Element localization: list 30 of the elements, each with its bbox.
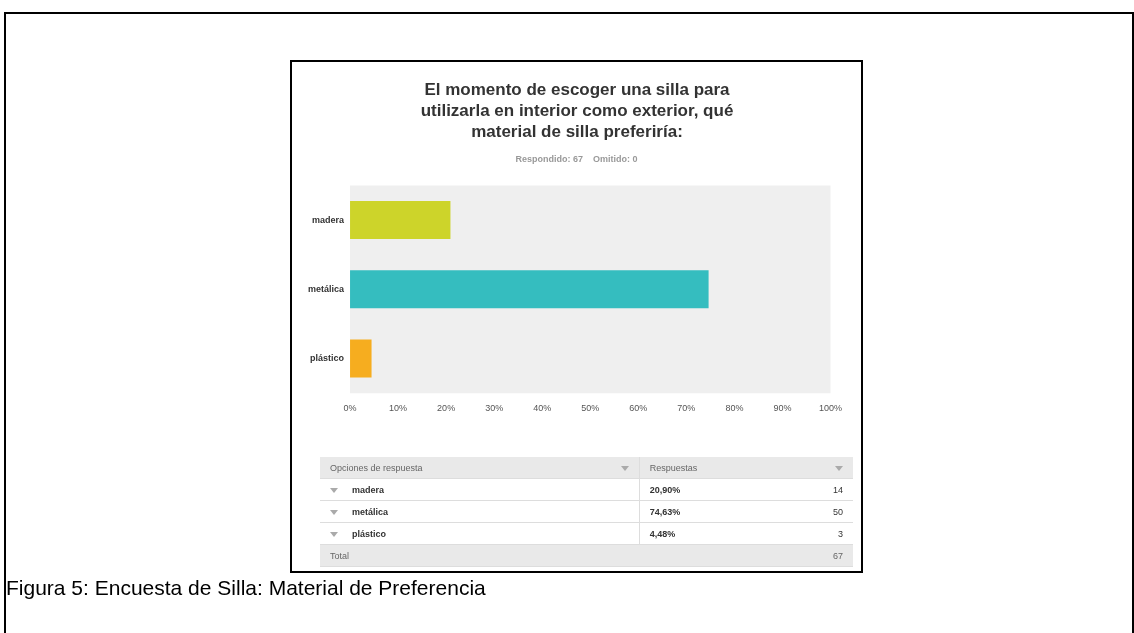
chart-subtitle: Respondido: 67 Omitido: 0 xyxy=(514,154,639,164)
text: Opciones de respuesta xyxy=(320,457,640,479)
category-label: madera xyxy=(352,484,385,495)
x-tick-label: 80% xyxy=(725,403,744,414)
category-label: metálica xyxy=(352,506,389,517)
x-tick-label: 90% xyxy=(773,403,792,414)
text: 4,48% xyxy=(639,522,774,545)
x-tick-label: 0% xyxy=(343,403,357,414)
category-label: plástico xyxy=(352,528,387,539)
text: 74,63% xyxy=(639,500,774,523)
text: Respuestas xyxy=(639,457,853,479)
text: 50 xyxy=(773,500,853,523)
y-tick-label: madera xyxy=(311,214,345,225)
text: 14 xyxy=(773,478,853,501)
text: Figura 5: Encuesta de Silla: Material de Preferencia xyxy=(6,576,486,600)
chart-title: El momento de escoger una silla para utilizarla en interior como exterior, qué material de silla preferiría: xyxy=(419,79,735,142)
y-tick-label: metálica xyxy=(307,283,346,294)
text: 67 xyxy=(773,544,853,567)
x-tick-label: 30% xyxy=(485,403,504,414)
y-tick-label: plástico xyxy=(310,353,345,364)
x-tick-label: 10% xyxy=(389,403,408,414)
text: 20,90% xyxy=(639,478,774,501)
x-tick-label: 70% xyxy=(677,403,696,414)
x-tick-label: 40% xyxy=(533,403,552,414)
x-tick-label: 50% xyxy=(581,403,600,414)
x-tick-label: 100% xyxy=(818,403,843,414)
text: 3 xyxy=(773,522,853,545)
x-tick-label: 60% xyxy=(629,403,648,414)
x-tick-label: 20% xyxy=(437,403,456,414)
text: Total xyxy=(320,544,774,567)
